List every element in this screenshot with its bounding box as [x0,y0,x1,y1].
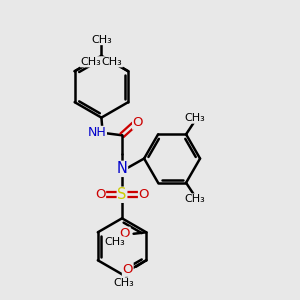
Text: CH₃: CH₃ [91,34,112,45]
Text: CH₃: CH₃ [184,194,205,204]
Text: CH₃: CH₃ [102,57,122,67]
Text: O: O [139,188,149,201]
Text: O: O [120,227,130,240]
Text: CH₃: CH₃ [184,113,205,123]
Text: CH₃: CH₃ [104,237,125,247]
Text: CH₃: CH₃ [80,57,101,67]
Text: O: O [133,116,143,129]
Text: NH: NH [88,126,106,140]
Text: N: N [117,161,128,176]
Text: O: O [95,188,106,201]
Text: CH₃: CH₃ [114,278,134,288]
Text: S: S [117,187,127,202]
Text: O: O [122,263,133,276]
